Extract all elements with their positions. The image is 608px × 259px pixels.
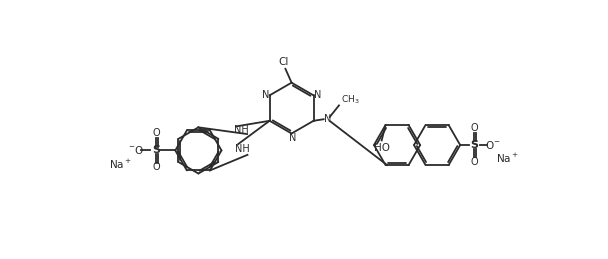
Text: CH$_3$: CH$_3$ — [340, 94, 359, 106]
Text: HO: HO — [374, 143, 390, 153]
Text: N: N — [262, 90, 269, 100]
Text: O$^{-}$: O$^{-}$ — [485, 139, 500, 151]
Text: O: O — [470, 123, 478, 133]
Text: N: N — [289, 133, 297, 143]
Text: O: O — [152, 128, 160, 139]
Text: S: S — [470, 140, 478, 150]
Text: S: S — [152, 146, 160, 155]
Text: N: N — [323, 114, 331, 124]
Text: O: O — [470, 157, 478, 167]
Text: N: N — [314, 90, 321, 100]
Text: Na$^+$: Na$^+$ — [109, 158, 132, 171]
Text: $^{-}$O: $^{-}$O — [128, 145, 144, 156]
Text: NH: NH — [234, 125, 249, 135]
Text: NH: NH — [235, 145, 250, 154]
Text: Na$^+$: Na$^+$ — [496, 152, 519, 166]
Text: O: O — [152, 162, 160, 172]
Text: Cl: Cl — [278, 57, 289, 67]
